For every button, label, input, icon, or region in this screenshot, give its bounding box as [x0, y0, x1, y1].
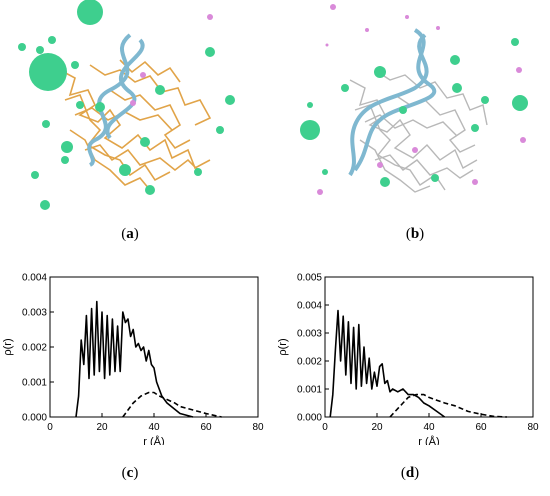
y-tick-label: 0.004	[22, 273, 47, 284]
ions-b	[300, 4, 528, 195]
x-tick-label: 40	[148, 422, 160, 433]
panel-b: (b)	[275, 0, 550, 250]
x-tick-label: 20	[96, 422, 108, 433]
y-tick-label: 0.002	[22, 343, 47, 354]
dashed-series-line	[122, 391, 222, 418]
panel-d: 0 20 40 60 80 0.000 0.001 0.002 0.003 0.004 0.005 r…	[275, 265, 550, 496]
x-axis-label: r (Å)	[418, 435, 439, 445]
caption-c: (c)	[121, 465, 139, 481]
ions-a	[18, 0, 235, 210]
panel-a: (a)	[0, 0, 275, 250]
dashed-series-line	[389, 393, 508, 418]
plot-frame	[324, 276, 534, 418]
caption-d: (d)	[400, 465, 420, 481]
dna-helix-b	[348, 28, 437, 177]
x-tick-label: 0	[47, 422, 53, 433]
molecular-render-b	[300, 4, 528, 195]
panel-c: 0 20 40 60 80 0.000 0.001 0.002 0.003 0.004 r (Å) ρ…	[0, 265, 275, 496]
y-tick-label: 0.000	[297, 413, 322, 424]
y-tick-label: 0.002	[297, 357, 322, 368]
solid-series-line	[329, 309, 446, 418]
x-tick-label: 0	[322, 422, 328, 433]
polymer-cloud-b	[349, 69, 488, 193]
chart-d: 0 20 40 60 80 0.000 0.001 0.002 0.003 0.004 0.005 r…	[277, 273, 539, 449]
y-tick-label: 0.003	[22, 308, 47, 319]
molecular-render-a	[18, 0, 235, 210]
y-tick-label: 0.005	[297, 273, 322, 284]
x-tick-label: 20	[371, 422, 383, 433]
y-axis-label: ρ(r)	[2, 338, 14, 355]
y-tick-label: 0.003	[297, 329, 322, 340]
x-tick-label: 80	[527, 422, 539, 433]
chart-c: 0 20 40 60 80 0.000 0.001 0.002 0.003 0.004 r (Å) ρ…	[2, 273, 264, 449]
x-tick-label: 80	[252, 422, 264, 433]
caption-b: (b)	[405, 226, 425, 242]
x-axis-label: r (Å)	[143, 435, 164, 445]
y-tick-label: 0.004	[297, 301, 322, 312]
x-tick-label: 60	[475, 422, 487, 433]
caption-a: (a)	[121, 226, 139, 242]
x-tick-label: 40	[423, 422, 435, 433]
y-axis-label: ρ(r)	[277, 338, 289, 355]
x-tick-label: 60	[200, 422, 212, 433]
solid-series-line	[75, 300, 194, 418]
y-tick-label: 0.001	[22, 378, 47, 389]
y-tick-label: 0.001	[297, 385, 322, 396]
polymer-cloud-a	[59, 59, 212, 191]
y-tick-label: 0.000	[22, 413, 47, 424]
